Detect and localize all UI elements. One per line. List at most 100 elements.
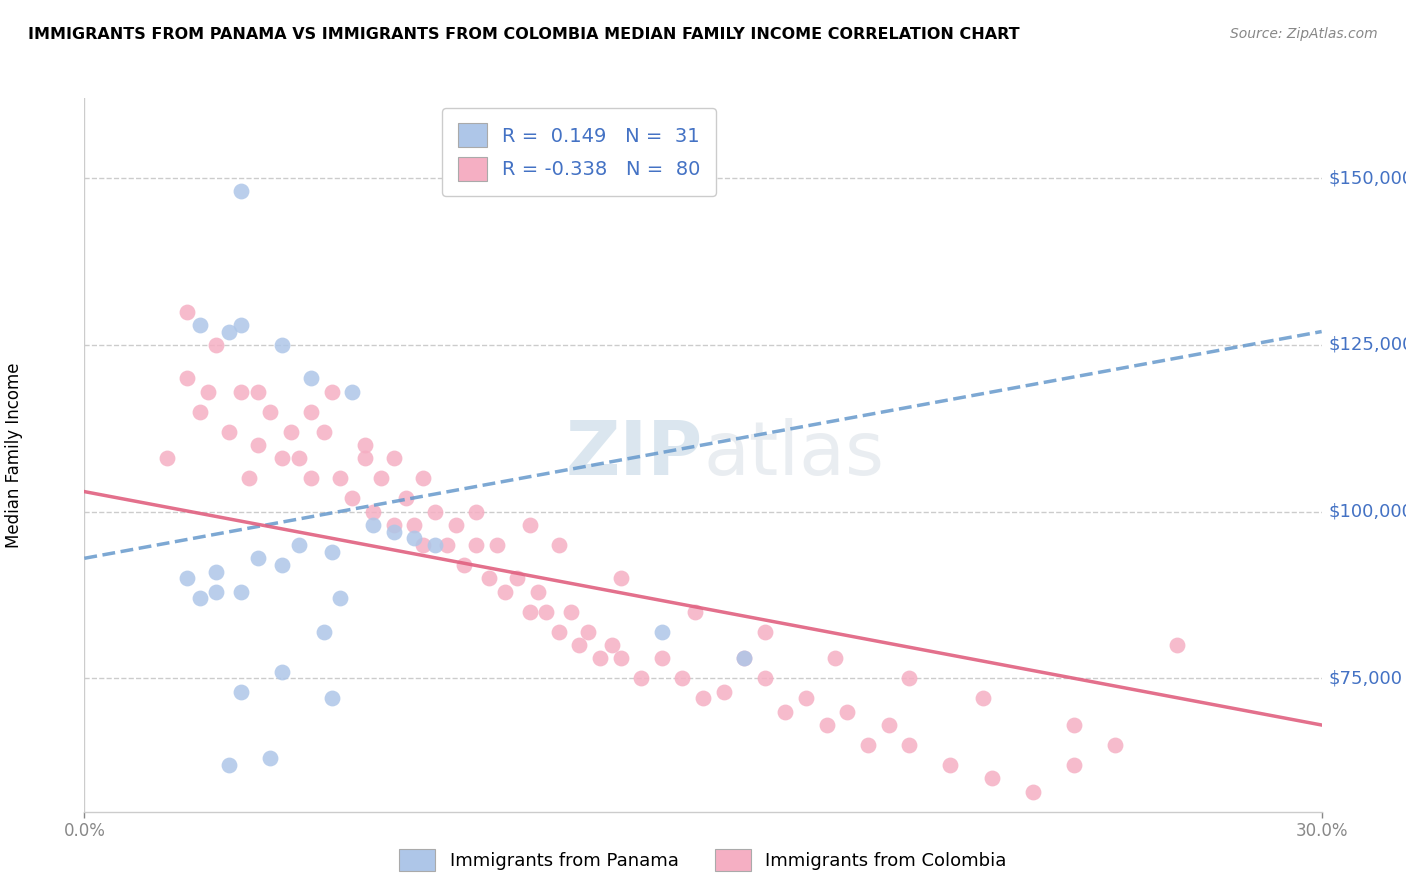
- Point: [246, 384, 269, 399]
- Point: [444, 518, 467, 533]
- Point: [733, 651, 755, 665]
- Point: [238, 471, 260, 485]
- Point: [412, 471, 434, 485]
- Point: [794, 691, 817, 706]
- Point: [754, 624, 776, 639]
- Point: [229, 384, 252, 399]
- Point: [815, 718, 838, 732]
- Text: $75,000: $75,000: [1329, 669, 1403, 688]
- Point: [229, 185, 252, 199]
- Point: [485, 538, 508, 552]
- Point: [271, 451, 294, 466]
- Point: [898, 671, 921, 685]
- Point: [218, 325, 240, 339]
- Point: [692, 691, 714, 706]
- Point: [453, 558, 475, 572]
- Point: [299, 404, 322, 418]
- Text: $125,000: $125,000: [1329, 336, 1406, 354]
- Point: [683, 605, 706, 619]
- Point: [271, 338, 294, 352]
- Text: $150,000: $150,000: [1329, 169, 1406, 187]
- Point: [898, 738, 921, 752]
- Point: [560, 605, 582, 619]
- Point: [404, 518, 426, 533]
- Point: [395, 491, 418, 506]
- Point: [713, 684, 735, 698]
- Point: [218, 425, 240, 439]
- Point: [229, 318, 252, 332]
- Point: [980, 772, 1002, 786]
- Point: [423, 538, 446, 552]
- Point: [329, 591, 352, 606]
- Point: [188, 591, 211, 606]
- Point: [733, 651, 755, 665]
- Point: [494, 584, 516, 599]
- Point: [321, 544, 343, 558]
- Point: [671, 671, 693, 685]
- Point: [972, 691, 994, 706]
- Point: [246, 438, 269, 452]
- Point: [465, 538, 488, 552]
- Text: IMMIGRANTS FROM PANAMA VS IMMIGRANTS FROM COLOMBIA MEDIAN FAMILY INCOME CORRELAT: IMMIGRANTS FROM PANAMA VS IMMIGRANTS FRO…: [28, 27, 1019, 42]
- Legend: Immigrants from Panama, Immigrants from Colombia: Immigrants from Panama, Immigrants from …: [392, 842, 1014, 879]
- Point: [1063, 758, 1085, 772]
- Point: [609, 571, 631, 585]
- Point: [312, 425, 335, 439]
- Point: [197, 384, 219, 399]
- Point: [321, 384, 343, 399]
- Point: [361, 505, 384, 519]
- Point: [205, 565, 228, 579]
- Point: [651, 624, 673, 639]
- Point: [536, 605, 558, 619]
- Point: [280, 425, 302, 439]
- Point: [519, 605, 541, 619]
- Point: [218, 758, 240, 772]
- Point: [576, 624, 599, 639]
- Point: [630, 671, 652, 685]
- Point: [312, 624, 335, 639]
- Point: [271, 665, 294, 679]
- Point: [156, 451, 179, 466]
- Point: [299, 471, 322, 485]
- Point: [382, 518, 405, 533]
- Point: [404, 531, 426, 545]
- Point: [176, 371, 198, 385]
- Point: [259, 751, 281, 765]
- Point: [939, 758, 962, 772]
- Point: [165, 37, 187, 52]
- Point: [299, 371, 322, 385]
- Point: [775, 705, 797, 719]
- Point: [229, 684, 252, 698]
- Point: [329, 471, 352, 485]
- Point: [1063, 718, 1085, 732]
- Point: [423, 505, 446, 519]
- Point: [229, 584, 252, 599]
- Point: [361, 518, 384, 533]
- Point: [342, 491, 364, 506]
- Text: Median Family Income: Median Family Income: [6, 362, 22, 548]
- Point: [477, 571, 499, 585]
- Point: [188, 318, 211, 332]
- Text: $100,000: $100,000: [1329, 502, 1406, 521]
- Point: [527, 584, 550, 599]
- Point: [246, 551, 269, 566]
- Point: [1104, 738, 1126, 752]
- Point: [288, 538, 311, 552]
- Point: [382, 451, 405, 466]
- Text: ZIP: ZIP: [565, 418, 703, 491]
- Point: [188, 404, 211, 418]
- Point: [589, 651, 612, 665]
- Text: atlas: atlas: [703, 418, 884, 491]
- Point: [342, 384, 364, 399]
- Point: [651, 651, 673, 665]
- Point: [271, 558, 294, 572]
- Point: [412, 538, 434, 552]
- Point: [205, 338, 228, 352]
- Point: [465, 505, 488, 519]
- Point: [353, 438, 375, 452]
- Point: [288, 451, 311, 466]
- Point: [205, 584, 228, 599]
- Point: [609, 651, 631, 665]
- Point: [382, 524, 405, 539]
- Point: [1166, 638, 1188, 652]
